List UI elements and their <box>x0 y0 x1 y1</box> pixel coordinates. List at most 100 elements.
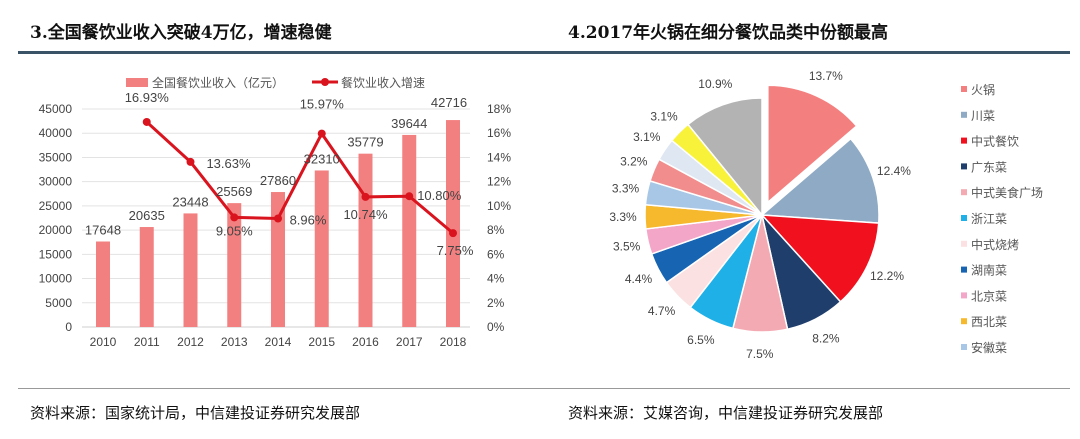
y-right-tick: 6% <box>487 247 505 261</box>
pie-slice-label: 4.4% <box>625 272 653 286</box>
pie-legend-swatch <box>961 266 967 273</box>
pie-legend-label: 安徽菜 <box>971 340 1007 355</box>
growth-point <box>317 129 326 138</box>
pie-slice-label: 3.1% <box>633 130 661 144</box>
pie-legend-label: 火锅 <box>971 82 995 97</box>
header-divider <box>18 51 1070 54</box>
bar <box>402 134 417 327</box>
y-left-tick: 0 <box>65 320 72 334</box>
bar-value-label: 20635 <box>129 208 165 223</box>
pie-legend-label: 广东菜 <box>971 160 1007 174</box>
growth-point <box>274 214 282 223</box>
y-right-tick: 16% <box>487 126 511 140</box>
growth-value-label: 8.96% <box>290 212 327 227</box>
pie-slice-label: 3.2% <box>620 154 648 168</box>
pie-slice <box>760 214 880 303</box>
pie-legend-swatch <box>961 292 967 299</box>
legend-label-bar: 全国餐饮业收入（亿元） <box>152 75 284 90</box>
y-right-tick: 18% <box>487 102 511 116</box>
growth-value-label: 7.75% <box>437 243 474 258</box>
y-left-tick: 25000 <box>39 199 73 213</box>
legend-swatch-point <box>321 78 329 86</box>
y-left-tick: 40000 <box>39 126 73 140</box>
bar <box>446 120 460 327</box>
growth-point <box>405 192 414 201</box>
x-tick: 2015 <box>308 335 335 349</box>
y-right-tick: 0% <box>487 320 505 334</box>
footer-divider <box>18 388 1070 389</box>
pie-slice-label: 13.7% <box>809 69 843 83</box>
x-tick: 2011 <box>134 335 160 349</box>
pie-slice-label: 10.9% <box>698 77 732 91</box>
bar-value-label: 17648 <box>85 223 121 238</box>
pie-legend-label: 北京菜 <box>971 289 1007 303</box>
bar-value-label: 23448 <box>172 194 208 209</box>
bar <box>227 203 242 327</box>
x-tick: 2010 <box>90 335 117 349</box>
x-tick: 2018 <box>440 335 467 349</box>
bar <box>96 241 110 327</box>
pie-legend-swatch <box>961 163 967 170</box>
y-left-tick: 5000 <box>45 296 72 310</box>
y-left-tick: 15000 <box>39 247 73 261</box>
pie-legend-label: 中式餐饮 <box>971 134 1019 149</box>
growth-value-label: 9.05% <box>216 223 253 238</box>
pie-slice <box>760 137 880 224</box>
bar-value-label: 25569 <box>216 184 252 199</box>
pie-slice-label: 7.5% <box>746 347 774 361</box>
y-right-tick: 12% <box>487 175 511 189</box>
pie-legend-swatch <box>961 189 967 196</box>
growth-line <box>145 120 454 235</box>
bar <box>271 192 285 327</box>
pie-slice-label: 3.5% <box>613 240 641 254</box>
bar-value-label: 39644 <box>391 116 427 131</box>
y-right-tick: 2% <box>487 296 505 310</box>
x-tick: 2017 <box>396 335 423 349</box>
legend-label-line: 餐饮业收入增速 <box>341 75 425 90</box>
right-chart-title: 4.2017年火锅在细分餐饮品类中份额最高 <box>568 23 889 43</box>
y-right-tick: 8% <box>487 223 505 237</box>
left-chart-title: 3.全国餐饮业收入突破4万亿，增速稳健 <box>30 23 332 43</box>
pie-legend-swatch <box>961 137 967 144</box>
pie-slice-label: 12.2% <box>870 269 904 283</box>
pie-legend-swatch <box>961 240 967 247</box>
left-source: 资料来源：国家统计局，中信建投证券研究发展部 <box>30 404 361 422</box>
y-right-tick: 10% <box>487 199 511 213</box>
pie-legend-swatch <box>961 86 967 92</box>
x-tick: 2012 <box>177 335 204 349</box>
pie-legend-swatch <box>961 344 967 350</box>
x-tick: 2013 <box>221 335 248 349</box>
pie-legend-label: 湖南菜 <box>971 263 1007 278</box>
y-right-tick: 14% <box>487 150 511 164</box>
bar-value-label: 42716 <box>431 95 467 110</box>
bar-value-label: 27860 <box>260 173 296 188</box>
growth-value-label: 10.80% <box>417 188 462 203</box>
pie-legend-label: 浙江菜 <box>971 212 1007 226</box>
x-tick: 2016 <box>352 335 379 349</box>
pie-slice-label: 6.5% <box>687 333 715 347</box>
bar-value-label: 32310 <box>304 151 340 166</box>
pie-slice-label: 3.3% <box>609 210 637 224</box>
pie-slice <box>767 84 858 204</box>
pie-legend-label: 川菜 <box>971 109 995 123</box>
right-source: 资料来源：艾媒咨询，中信建投证券研究发展部 <box>568 404 884 422</box>
growth-value-label: 15.97% <box>300 97 345 112</box>
pie-legend-swatch <box>961 111 967 118</box>
pie-legend-swatch <box>961 215 967 221</box>
pie-slice-label: 4.7% <box>648 304 676 318</box>
pie-slice-label: 12.4% <box>877 164 911 178</box>
pie-legend-swatch <box>961 318 967 325</box>
y-left-tick: 20000 <box>39 223 73 237</box>
pie-legend-label: 西北菜 <box>971 315 1007 329</box>
growth-point <box>186 157 195 166</box>
growth-value-label: 16.93% <box>125 90 170 105</box>
x-tick: 2014 <box>265 335 292 349</box>
growth-value-label: 13.63% <box>206 156 251 171</box>
pie-slice-label: 3.1% <box>650 109 678 123</box>
legend-swatch-bar <box>126 78 148 87</box>
growth-value-label: 10.74% <box>343 207 388 222</box>
bar-value-label: 35779 <box>347 135 383 150</box>
y-left-tick: 30000 <box>39 175 73 189</box>
y-left-tick: 10000 <box>39 272 73 286</box>
